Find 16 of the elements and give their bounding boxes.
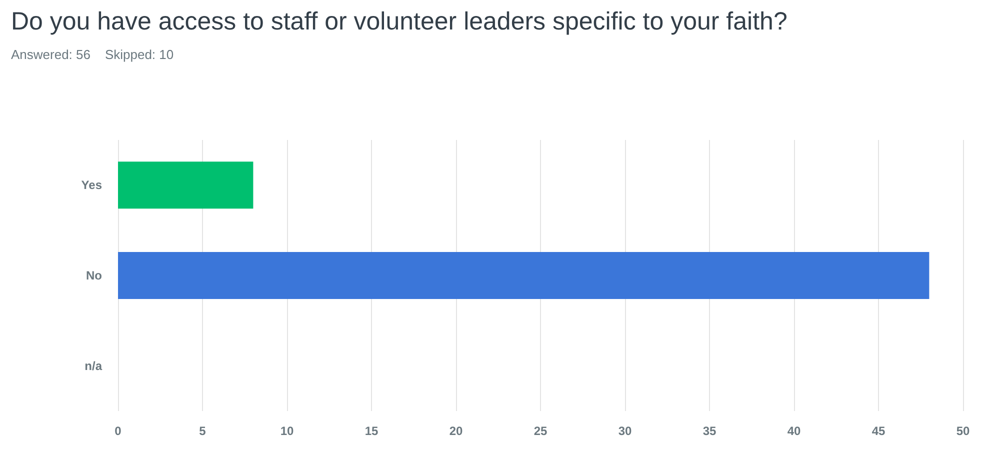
chart-title: Do you have access to staff or volunteer leaders specific to your faith? — [11, 8, 788, 36]
x-tick-label: 10 — [280, 424, 294, 438]
y-tick-label: No — [86, 268, 102, 282]
x-tick-label: 0 — [114, 424, 122, 438]
x-tick-label: 50 — [956, 424, 970, 438]
x-tick-label: 30 — [618, 424, 632, 438]
x-tick-label: 45 — [872, 424, 886, 438]
x-tick-label: 25 — [534, 424, 548, 438]
x-tick-label: 20 — [449, 424, 463, 438]
x-tick-label: 35 — [702, 424, 716, 438]
chart-subtitle: Answered: 56 Skipped: 10 — [11, 47, 174, 62]
x-tick-label: 40 — [787, 424, 801, 438]
x-tick-label: 15 — [364, 424, 378, 438]
y-tick-label: Yes — [81, 178, 102, 192]
x-tick-label: 5 — [199, 424, 206, 438]
y-tick-label: n/a — [84, 358, 102, 373]
